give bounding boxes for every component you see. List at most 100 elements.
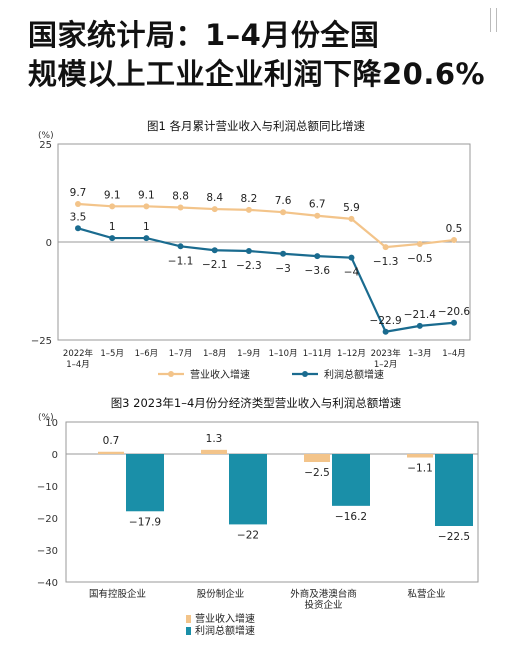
series-2-data-label: −22.5	[438, 531, 470, 543]
series-2-data-label: −20.6	[438, 306, 470, 318]
series-2-point	[75, 225, 81, 232]
series-1-point	[314, 212, 321, 219]
series-2-point	[348, 254, 355, 261]
corner-marker	[490, 8, 497, 32]
series-1-point	[177, 204, 184, 211]
series-1-data-label: 0.5	[446, 223, 463, 235]
series-2-data-label: −3	[275, 263, 290, 275]
x-tick-label: 1–7月	[169, 349, 193, 359]
series-2-point	[416, 322, 423, 329]
series-2-point	[451, 319, 457, 326]
y-tick-label: 10	[45, 418, 58, 429]
series-2-data-label: −21.4	[404, 309, 436, 321]
x-tick-label: 股份制企业	[197, 588, 245, 600]
y-tick-label: −25	[31, 336, 52, 347]
legend-label-2: 利润总额增速	[324, 368, 384, 381]
x-tick-label: 外商及港澳台商投资企业	[290, 588, 357, 611]
chart-title: 图3 2023年1–4月份分经济类型营业收入与利润总额增速	[111, 396, 402, 410]
series-2-point	[314, 253, 321, 260]
series-1-data-label: 8.8	[172, 191, 189, 203]
series-2-bar	[126, 454, 164, 512]
y-tick-label: −40	[37, 578, 58, 589]
x-tick-label: 1–4月	[442, 349, 466, 359]
series-2-data-label: −17.9	[129, 516, 161, 528]
series-1-point	[451, 237, 457, 244]
series-2-data-label: 1	[109, 221, 116, 233]
series-line-2	[77, 227, 455, 333]
series-1-data-label: −1.3	[373, 256, 399, 268]
y-tick-label: 0	[46, 238, 52, 249]
series-2-point	[109, 235, 116, 242]
series-2-data-label: −3.6	[305, 265, 331, 277]
x-tick-label: 1–9月	[237, 349, 261, 359]
series-1-data-label: 5.9	[343, 202, 360, 214]
series-1-point	[280, 209, 287, 216]
legend-swatch-2	[186, 627, 191, 635]
series-1-data-label: 8.2	[241, 193, 258, 205]
y-unit-label: (%)	[38, 131, 54, 141]
series-1-point	[348, 215, 355, 222]
series-1-bar	[98, 451, 124, 454]
series-1-data-label: 7.6	[275, 195, 292, 207]
series-1-data-label: −0.5	[407, 253, 433, 265]
series-line-1	[77, 202, 455, 249]
series-1-point	[416, 240, 423, 247]
series-1-data-label: 1.3	[206, 433, 223, 445]
legend-marker-2	[302, 371, 308, 377]
series-1-point	[211, 206, 218, 213]
y-tick-label: −20	[37, 514, 58, 525]
plot-frame	[65, 421, 479, 583]
legend-label-1: 营业收入增速	[190, 368, 250, 381]
headline-line-1: 国家统计局：1–4月份全国	[28, 18, 380, 52]
series-2-point	[280, 250, 287, 257]
bar-chart: 图3 2023年1–4月份分经济类型营业收入与利润总额增速 (%)10 0 −10 −2…	[37, 396, 479, 637]
x-tick-label: 1–6月	[135, 349, 159, 359]
series-1-data-label: 9.1	[138, 189, 155, 201]
chart-panel: 图1 各月累计营业收入与利润总额同比增速 (%) 25 0 −25 2022年 1–4月 1–…	[8, 108, 504, 638]
legend-marker-1	[168, 371, 174, 377]
series-1-data-label: −1.1	[407, 463, 433, 475]
series-2-data-label: −1.1	[168, 255, 194, 267]
series-2-data-label: −2.1	[202, 259, 228, 271]
series-1-point	[109, 203, 116, 210]
series-2-data-label: −2.3	[236, 260, 262, 272]
series-1-data-label: 6.7	[309, 199, 326, 211]
line-chart: 图1 各月累计营业收入与利润总额同比增速 (%)25 0 −25 2022年 1–4月 1–…	[31, 119, 471, 381]
series-2-bar	[435, 454, 473, 526]
series-1-point	[382, 244, 389, 251]
series-2-data-label: −16.2	[335, 511, 367, 523]
series-1-point	[143, 203, 150, 210]
series-2-point	[211, 247, 218, 254]
series-2-data-label: −22.9	[370, 315, 402, 327]
x-tick-label: 国有控股企业	[89, 588, 146, 600]
series-2-data-label: 3.5	[70, 211, 87, 223]
x-tick-label: 1–12月	[337, 349, 366, 359]
series-1-bar	[201, 449, 227, 454]
series-2-bar	[229, 454, 267, 525]
x-tick-label: 1–8月	[203, 349, 227, 359]
x-tick-label: 1–11月	[303, 349, 332, 359]
series-2-data-label: −4	[344, 267, 360, 279]
x-tick-label: 1–3月	[408, 349, 432, 359]
series-2-bar	[332, 454, 370, 506]
x-tick-label: 2022年 1–4月	[63, 348, 94, 370]
y-tick-label: −10	[37, 482, 58, 493]
series-1-data-label: 0.7	[103, 435, 120, 447]
series-2-point	[245, 248, 252, 255]
y-unit-label: (%)	[38, 413, 54, 423]
headline: 国家统计局：1–4月份全国 规模以上工业企业利润下降20.6%	[28, 16, 488, 94]
series-2-point	[177, 243, 184, 250]
y-tick-label: −30	[37, 546, 58, 557]
series-1-bar	[304, 454, 330, 462]
series-1-point	[245, 206, 252, 213]
series-1-data-label: 9.1	[104, 189, 121, 201]
series-1-bar	[407, 454, 433, 458]
legend-swatch-1	[186, 615, 191, 623]
series-1-data-label: 9.7	[70, 187, 87, 199]
legend-label-2: 利润总额增速	[195, 624, 255, 637]
y-tick-label: 0	[52, 450, 58, 461]
series-1-point	[75, 200, 81, 207]
series-2-data-label: 1	[143, 221, 150, 233]
x-tick-label: 私营企业	[407, 588, 445, 600]
y-tick-label: 25	[39, 140, 52, 151]
